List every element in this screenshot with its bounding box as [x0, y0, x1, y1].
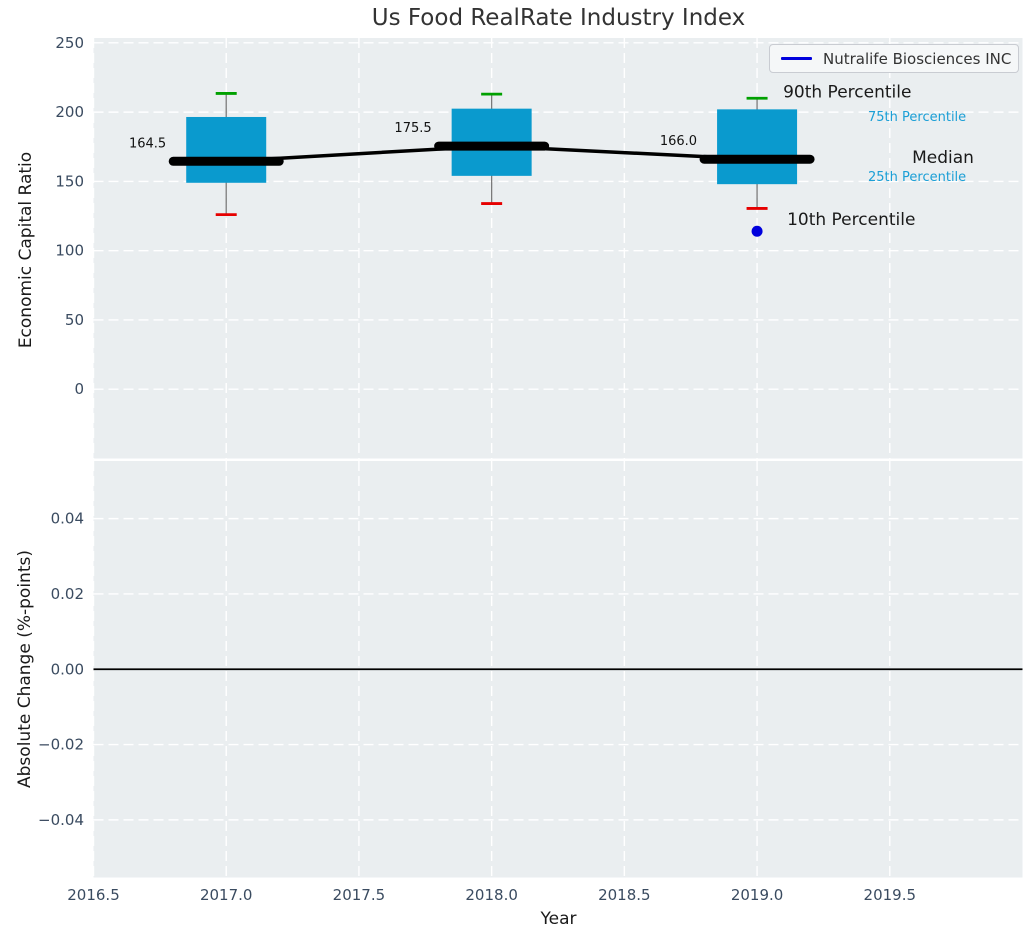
bottom-y-tick-label: 0.04: [51, 510, 84, 528]
iqr-box-2019: [717, 109, 798, 185]
top-y-tick-label: 100: [55, 242, 84, 260]
bottom-y-tick-label: −0.02: [38, 736, 84, 754]
top-y-tick-label: 0: [74, 380, 84, 398]
x-tick-label: 2019.5: [864, 886, 917, 904]
annotation-median: Median: [912, 148, 974, 168]
iqr-box-2017: [186, 116, 267, 183]
x-axis-label: Year: [540, 909, 577, 929]
x-tick-label: 2017.5: [333, 886, 386, 904]
bottom-y-tick-label: −0.04: [38, 811, 84, 829]
annotation-25th-percentile: 25th Percentile: [868, 170, 966, 185]
top-y-tick-label: 150: [55, 172, 84, 190]
legend-label: Nutralife Biosciences INC: [823, 49, 1012, 68]
top-y-tick-label: 50: [65, 311, 84, 329]
top-y-tick-label: 200: [55, 103, 84, 121]
bottom-y-tick-label: 0.00: [51, 660, 84, 678]
x-tick-label: 2018.5: [598, 886, 651, 904]
chart-title: Us Food RealRate Industry Index: [371, 5, 746, 31]
median-value-label-2017: 164.5: [129, 136, 166, 151]
bottom-y-axis-label: Absolute Change (%-points): [15, 550, 35, 788]
median-value-label-2019: 166.0: [660, 134, 697, 149]
x-tick-label: 2018.0: [465, 886, 518, 904]
top-y-tick-label: 250: [55, 34, 84, 52]
annotation-90th-percentile: 90th Percentile: [783, 82, 911, 102]
legend: Nutralife Biosciences INC: [769, 44, 1019, 73]
x-tick-label: 2017.0: [200, 886, 253, 904]
annotation-75th-percentile: 75th Percentile: [868, 110, 966, 125]
top-axes-background: [93, 38, 1023, 459]
company-point: [751, 225, 763, 237]
median-value-label-2018: 175.5: [394, 121, 431, 136]
bottom-y-tick-label: 0.02: [51, 585, 84, 603]
legend-line-icon: [781, 57, 812, 60]
x-tick-label: 2019.0: [731, 886, 784, 904]
x-tick-label: 2016.5: [67, 886, 120, 904]
top-y-axis-label: Economic Capital Ratio: [16, 151, 36, 349]
annotation-10th-percentile: 10th Percentile: [787, 210, 915, 230]
